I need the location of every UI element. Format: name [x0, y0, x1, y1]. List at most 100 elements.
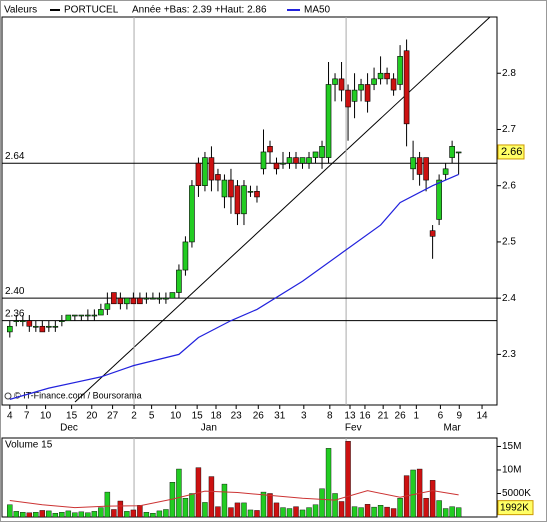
candle-body	[182, 241, 189, 271]
level-label: 2.36	[5, 308, 25, 319]
volume-bar	[221, 483, 228, 518]
month-label: Mar	[444, 423, 462, 434]
y-tick-label: 2.5	[502, 237, 516, 248]
candle-body	[124, 297, 130, 305]
volume-bar	[7, 504, 13, 518]
x-tick-label: 16	[359, 411, 371, 422]
volume-title: Volume 15	[5, 440, 53, 451]
candle-body	[176, 269, 182, 293]
candle-body	[111, 292, 117, 305]
volume-bar	[26, 512, 33, 518]
month-label: Jan	[201, 423, 217, 434]
volume-bar	[345, 441, 351, 518]
x-tick-label: 4	[7, 411, 13, 422]
candle-body	[280, 162, 286, 165]
candle-body	[46, 325, 52, 328]
volume-bar	[436, 500, 442, 518]
volume-bar	[299, 509, 306, 518]
candle-body	[319, 146, 325, 158]
candle-body	[345, 89, 351, 108]
volume-bar	[364, 504, 371, 518]
candle-body	[228, 179, 234, 198]
volume-bar	[130, 509, 137, 518]
x-tick-label: 9	[456, 411, 462, 422]
y-tick-label: 2.6	[502, 180, 516, 191]
volume-bar	[280, 507, 286, 518]
volume-bar	[182, 497, 189, 518]
candle-body	[78, 314, 85, 317]
volume-y-tick-label: 10M	[502, 465, 521, 476]
x-tick-label: 26	[253, 411, 265, 422]
candle-body	[449, 146, 455, 158]
volume-bar	[351, 506, 358, 518]
x-tick-label: 26	[395, 411, 407, 422]
candle-body	[306, 157, 312, 164]
x-tick-label: 31	[274, 411, 286, 422]
volume-bar	[150, 513, 156, 518]
candle-body	[195, 162, 202, 186]
volume-bar	[208, 476, 215, 518]
candle-body	[234, 185, 241, 215]
last-price-label: 2.66	[501, 146, 522, 158]
trend-line	[74, 16, 491, 403]
volume-bar	[215, 506, 221, 518]
volume-bar	[52, 513, 59, 518]
volume-bar	[377, 505, 384, 518]
candle-body	[247, 191, 254, 193]
x-tick-label: 18	[210, 411, 222, 422]
y-tick-label: 2.7	[502, 124, 516, 135]
ma-line	[9, 173, 459, 400]
volume-bar	[241, 502, 247, 518]
x-tick-label: 8	[327, 411, 333, 422]
candle-body	[267, 146, 273, 153]
candle-body	[221, 179, 228, 198]
candle-body	[455, 151, 462, 154]
candle-body	[293, 157, 299, 164]
candle-body	[65, 314, 72, 321]
volume-bar	[85, 512, 91, 518]
candle-body	[117, 297, 124, 305]
last-volume-label: 1992K	[500, 502, 529, 513]
volume-bar	[98, 507, 104, 518]
candle-body	[98, 309, 104, 316]
volume-bar	[72, 512, 78, 518]
candle-body	[72, 314, 78, 317]
candle-body	[312, 151, 319, 158]
volume-bar	[163, 509, 169, 518]
candle-body	[286, 157, 293, 164]
candle-body	[241, 185, 247, 215]
volume-bar	[332, 493, 338, 518]
volume-bar	[247, 509, 254, 518]
candle-body	[371, 78, 377, 85]
candle-body	[397, 56, 403, 85]
volume-bar	[410, 469, 416, 518]
volume-bar	[384, 506, 390, 518]
volume-bar	[228, 507, 234, 518]
candle-body	[260, 151, 267, 170]
candle-body	[85, 314, 91, 317]
volume-ma-line	[9, 490, 459, 509]
volume-bar	[254, 510, 260, 518]
candle-body	[338, 78, 345, 91]
x-tick-label: 1	[414, 411, 420, 422]
credit: © IT-Finance.com / Boursorama	[14, 390, 142, 400]
volume-bar	[273, 502, 280, 518]
x-tick-label: 3	[301, 411, 307, 422]
last-volume-box	[497, 500, 534, 516]
volume-bar	[176, 468, 182, 518]
x-tick-label: 15	[66, 411, 78, 422]
volume-bar	[260, 491, 267, 518]
volume-bar	[91, 511, 98, 518]
candle-body	[429, 230, 436, 237]
x-tick-label: 14	[476, 411, 488, 422]
legend-ma: MA50	[304, 5, 331, 16]
candle-body	[442, 168, 449, 175]
volume-bar	[189, 493, 195, 518]
candle-body	[377, 72, 384, 80]
x-tick-label: 21	[378, 411, 390, 422]
volume-bar	[39, 510, 46, 518]
x-tick-label: 13	[344, 411, 356, 422]
candle-body	[273, 162, 280, 170]
header-range: Année +Bas: 2.39 +Haut: 2.86	[132, 5, 267, 16]
